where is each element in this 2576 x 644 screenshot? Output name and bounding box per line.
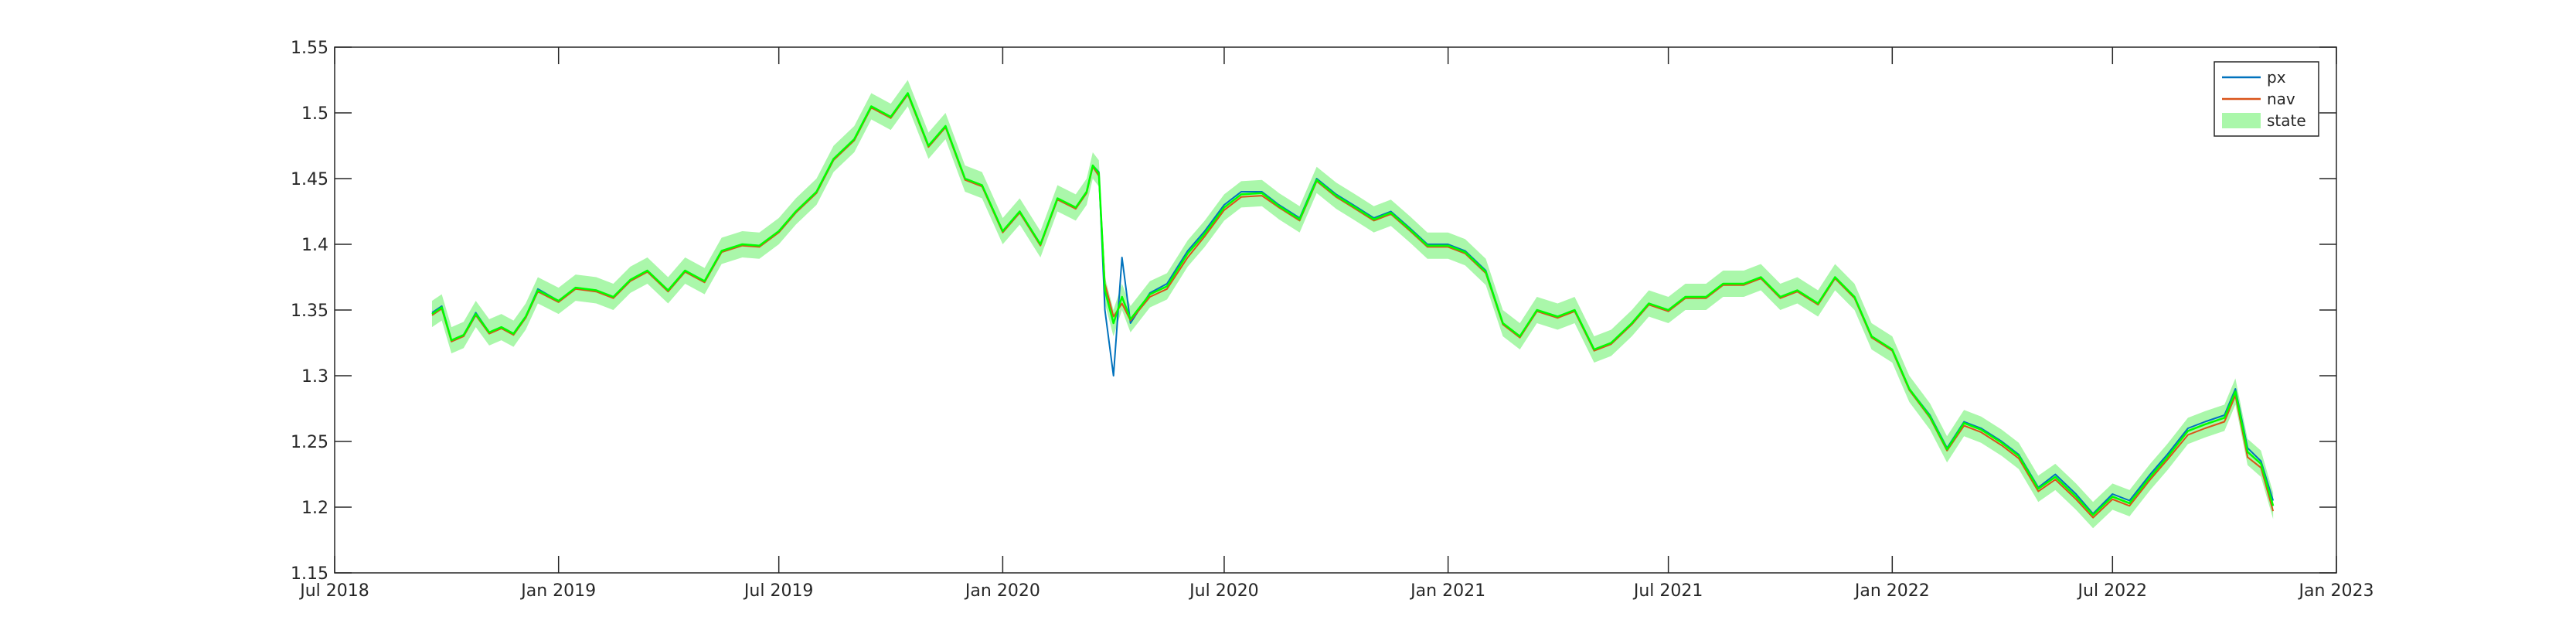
x-tick-label: Jan 2020 — [964, 581, 1040, 601]
series-layer — [431, 92, 2275, 519]
y-tick-label: 1.55 — [291, 39, 328, 58]
x-tick-label: Jul 2018 — [298, 581, 369, 601]
x-tick-label: Jan 2019 — [519, 581, 596, 601]
x-tick-label: Jan 2022 — [1853, 581, 1930, 601]
ticks-layer: Jul 2018 Jan 2019 Jul 2019 Jan 2020 Jul 2020… — [291, 39, 2374, 601]
series-line-state — [431, 92, 2275, 516]
legend-label-state: state — [2267, 111, 2306, 130]
x-tick-label: Jan 2021 — [1409, 581, 1485, 601]
y-tick-label: 1.2 — [301, 499, 328, 518]
state-band-layer — [431, 80, 2274, 529]
x-tick-label: Jan 2023 — [2298, 581, 2374, 601]
x-tick-label: Jul 2021 — [1632, 581, 1703, 601]
y-tick-label: 1.15 — [291, 564, 328, 584]
legend-label-nav: nav — [2267, 90, 2295, 108]
state-band — [431, 80, 2274, 529]
legend-swatch-state — [2222, 113, 2261, 128]
y-tick-label: 1.45 — [291, 170, 328, 189]
x-tick-label: Jul 2022 — [2077, 581, 2148, 601]
y-tick-label: 1.4 — [301, 236, 328, 255]
legend-label-px: px — [2267, 68, 2286, 87]
series-line-nav — [431, 94, 2275, 519]
legend: px nav state — [2214, 61, 2319, 137]
y-tick-label: 1.25 — [291, 433, 328, 452]
y-tick-label: 1.35 — [291, 302, 328, 321]
y-tick-label: 1.5 — [301, 104, 328, 124]
y-tick-label: 1.3 — [301, 367, 328, 387]
x-tick-label: Jul 2019 — [743, 581, 814, 601]
x-tick-label: Jul 2020 — [1188, 581, 1259, 601]
